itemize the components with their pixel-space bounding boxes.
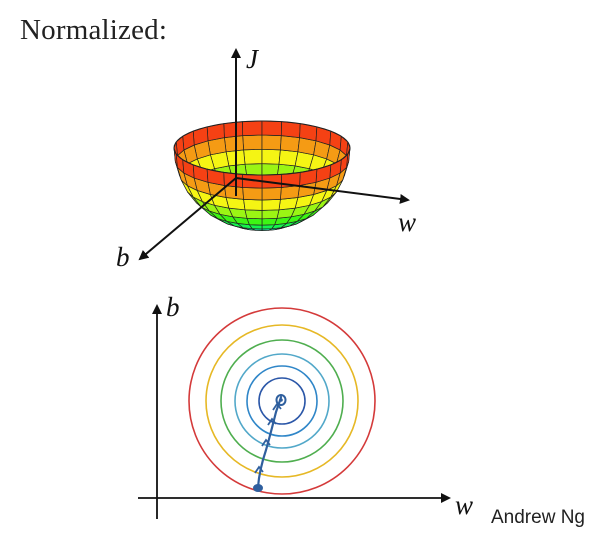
w-axis-3d: [235, 177, 410, 204]
step-mark: [254, 465, 264, 474]
surface-axes: J w b: [116, 44, 416, 272]
bowl-rim: [173, 120, 351, 176]
contour-axes: b w: [138, 292, 473, 520]
surface-patch: [261, 209, 280, 220]
surface-patch: [243, 148, 263, 165]
author-credit: Andrew Ng: [491, 507, 585, 528]
step-mark: [261, 438, 271, 447]
contour-ring: [258, 377, 306, 425]
surface-patch: [280, 135, 300, 153]
w-axis-2d-label: w: [455, 490, 473, 520]
b-axis-2d-label: b: [166, 292, 180, 322]
surface-patch: [278, 149, 299, 167]
b-axis-3d: [138, 177, 237, 261]
surface-patch: [242, 187, 263, 201]
cost-surface-bowl: [173, 120, 351, 231]
surface-patch: [224, 135, 244, 153]
contour-ring: [205, 324, 359, 478]
gradient-step-marks: [254, 402, 282, 474]
surface-patch: [261, 199, 281, 211]
surface-patch: [261, 120, 282, 136]
surface-patch: [261, 148, 281, 165]
surface-patch: [280, 121, 301, 138]
slide-title: Normalized:: [20, 14, 168, 46]
b-axis-3d-label: b: [116, 242, 130, 272]
start-point: [253, 484, 263, 492]
contour-ring: [246, 365, 318, 437]
minimum-point: [275, 394, 287, 406]
surface-patch: [261, 134, 282, 151]
contour-ring: [220, 339, 344, 463]
minimum-dot: [279, 398, 283, 402]
contour-ring: [188, 307, 376, 495]
gradient-descent-path: [253, 394, 287, 492]
surface-patch: [244, 209, 263, 220]
surface-patch: [246, 217, 263, 226]
surface-patch: [242, 134, 263, 151]
surface-patch: [261, 187, 282, 201]
surface-patch: [242, 120, 263, 136]
surface-patch: [243, 199, 263, 211]
w-axis-3d-label: w: [398, 207, 416, 237]
surface-patch: [223, 121, 244, 138]
surface-patch: [261, 217, 278, 226]
step-mark: [267, 417, 277, 426]
j-axis-label: J: [246, 44, 260, 74]
contour-ring: [234, 353, 330, 449]
contour-rings: [188, 307, 376, 495]
